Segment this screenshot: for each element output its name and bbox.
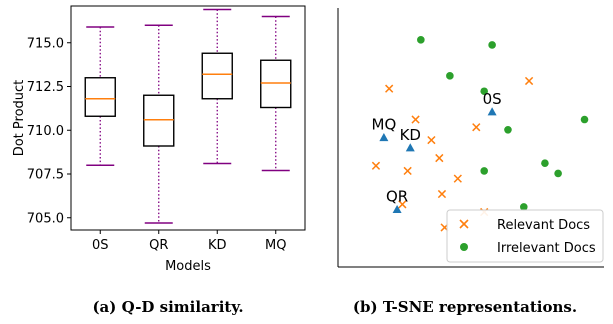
relevant-doc-point: [435, 153, 444, 163]
query-point-0S: [487, 107, 497, 116]
relevant-doc-point: [398, 200, 407, 209]
cross-stroke: [411, 115, 420, 124]
query-point-MQ: [379, 133, 389, 142]
legend: Relevant Docs Irrelevant Docs: [446, 209, 604, 263]
y-tick-label: 707.5: [27, 168, 64, 183]
cross-stroke: [427, 135, 436, 145]
y-tick-label: 715.0: [27, 36, 64, 51]
irrelevant-doc-point: [580, 115, 589, 124]
legend-label-relevant: Relevant Docs: [497, 218, 590, 233]
cross-stroke: [472, 123, 481, 132]
irrelevant-doc-point: [488, 41, 496, 49]
x-axis-ticks: 0S QR KD MQ: [92, 230, 286, 253]
y-tick-label: 705.0: [27, 211, 64, 226]
relevant-doc-point: [453, 174, 462, 183]
query-point-KD: [405, 143, 415, 152]
box-KD: [201, 8, 233, 165]
cross-stroke: [453, 174, 462, 183]
y-axis-ticks: 705.0 707.5 710.0 712.5 715.0: [27, 36, 71, 226]
box-QR: [143, 24, 175, 224]
boxplot-boxes: [84, 8, 292, 224]
legend-marker-irrelevant: [460, 243, 468, 251]
legend-marker-relevant: [459, 219, 469, 229]
legend-box: [446, 209, 604, 263]
boxplot-frame: [70, 5, 306, 231]
irrelevant-doc-point: [446, 72, 454, 80]
irrelevant-doc-point: [520, 203, 528, 211]
query-label-MQ: MQ: [372, 116, 397, 134]
cross-stroke: [371, 161, 381, 170]
boxplot-panel: 705.0 707.5 710.0 712.5 715.0 0S QR KD MQ Dot P…: [12, 5, 306, 316]
x-tick-label: KD: [208, 238, 227, 253]
box-MQ: [260, 15, 292, 172]
cross-stroke: [403, 166, 412, 176]
irrelevant-doc-point: [541, 159, 549, 167]
query-label-KD: KD: [400, 126, 421, 144]
relevant-doc-point: [437, 189, 447, 199]
caption-a: (a) Q-D similarity.: [92, 298, 243, 316]
box-iqr: [84, 77, 116, 117]
relevant-doc-point: [524, 76, 534, 86]
x-tick-label: MQ: [265, 238, 286, 253]
irrelevant-doc-point: [417, 36, 425, 44]
caption-b: (b) T-SNE representations.: [353, 298, 577, 316]
y-tick-label: 710.0: [27, 124, 64, 139]
x-axis-label: Models: [165, 259, 211, 274]
irrelevant-doc-point: [480, 167, 489, 175]
box-iqr: [260, 59, 292, 109]
cross-stroke: [435, 153, 444, 163]
cross-stroke: [398, 200, 407, 209]
box-iqr: [143, 94, 175, 147]
y-axis-label: Dot Product: [12, 80, 27, 157]
box-iqr: [201, 52, 233, 100]
box-0S: [84, 26, 116, 167]
relevant-doc-point: [403, 166, 412, 176]
legend-label-irrelevant: Irrelevant Docs: [497, 241, 596, 256]
irrelevant-doc-point: [504, 125, 512, 134]
irrelevant-doc-point: [480, 87, 489, 96]
x-tick-label: QR: [149, 238, 168, 253]
relevant-doc-point: [371, 161, 381, 170]
relevant-doc-point: [472, 123, 481, 132]
relevant-doc-point: [427, 135, 436, 145]
x-tick-label: 0S: [92, 238, 109, 253]
query-label-0S: 0S: [483, 90, 502, 108]
query-label-QR: QR: [386, 187, 408, 205]
cross-stroke: [437, 189, 447, 199]
cross-stroke: [524, 76, 534, 86]
y-tick-label: 712.5: [27, 80, 64, 95]
query-point-QR: [392, 204, 402, 214]
irrelevant-doc-point: [554, 169, 562, 178]
relevant-doc-point: [411, 115, 420, 124]
cross-stroke: [385, 84, 394, 93]
relevant-doc-point: [385, 84, 394, 93]
